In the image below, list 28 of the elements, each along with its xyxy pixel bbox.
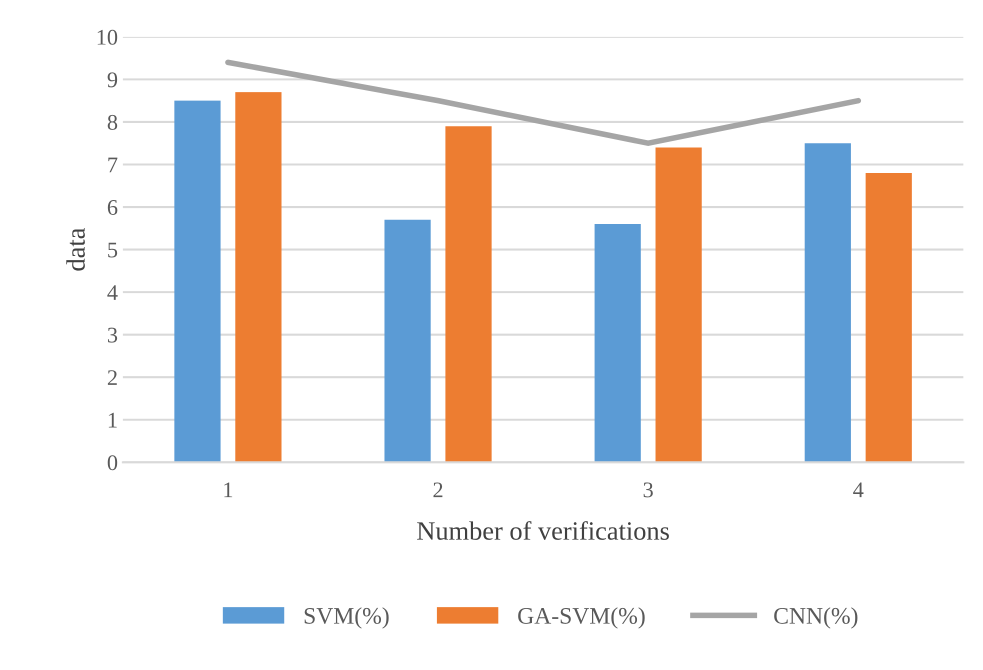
- x-tick-label: 1: [224, 482, 232, 498]
- y-tick-label: 5: [108, 242, 118, 258]
- legend-label: SVM(%): [304, 607, 389, 629]
- y-tick-label: 1: [108, 412, 117, 428]
- bar: [235, 92, 282, 462]
- bar: [384, 220, 431, 462]
- legend-label: GA-SVM(%): [518, 607, 645, 629]
- y-tick-label: 6: [108, 200, 118, 215]
- bar: [804, 143, 851, 462]
- x-tick-label: 3: [644, 482, 653, 498]
- bar: [866, 172, 912, 462]
- y-tick-label: 10: [98, 30, 118, 45]
- bar: [656, 147, 702, 462]
- legend-label: CNN(%): [774, 607, 858, 629]
- x-axis-title: Number of verifications: [417, 521, 669, 540]
- x-tick-label: 2: [433, 482, 442, 498]
- bar: [445, 126, 492, 462]
- y-tick-label: 9: [108, 72, 118, 88]
- y-tick-label: 0: [108, 455, 118, 470]
- x-tick-label: 4: [853, 482, 864, 498]
- bar: [174, 100, 221, 462]
- y-tick-label: 7: [108, 158, 118, 172]
- y-tick-label: 4: [107, 285, 118, 300]
- y-tick-label: 3: [108, 328, 118, 343]
- y-tick-label: 2: [108, 370, 117, 385]
- bar: [594, 224, 641, 462]
- y-tick-label: 8: [108, 114, 118, 130]
- y-axis-title: data: [66, 228, 85, 271]
